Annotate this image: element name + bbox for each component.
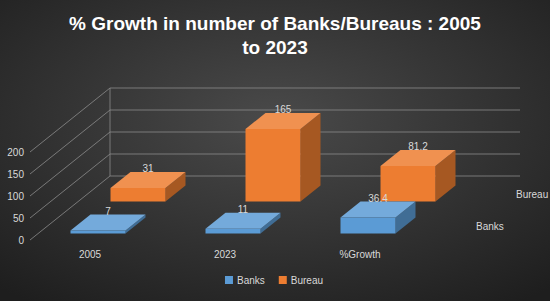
legend-swatch [279, 276, 287, 284]
depth-label: Bureau [516, 189, 548, 200]
bar [246, 113, 321, 202]
y-tick-label: 200 [7, 147, 24, 158]
bar-top [381, 150, 456, 166]
legend-swatch [225, 276, 233, 284]
bar-front [111, 188, 166, 202]
bar [111, 172, 186, 202]
legend-label: Banks [237, 275, 265, 286]
bar-front [206, 229, 261, 234]
bar-top [341, 202, 416, 218]
grid [30, 88, 520, 240]
bar-front [341, 218, 396, 234]
data-label: 81.2 [408, 141, 428, 152]
bar-top [246, 113, 321, 129]
legend-label: Bureau [291, 275, 323, 286]
data-label: 11 [238, 204, 249, 215]
bar-front [71, 231, 126, 234]
depth-label: Banks [476, 221, 504, 232]
bar-front [381, 166, 436, 202]
wall-edge [110, 88, 111, 176]
y-tick-label: 50 [13, 213, 25, 224]
data-label: 31 [142, 163, 154, 174]
bar-front [246, 129, 301, 202]
x-tick-label: 2005 [79, 249, 102, 260]
legend: Banks Bureau [225, 275, 323, 286]
y-tick-label: 0 [18, 235, 24, 246]
title-line: % Growth in number of Banks/Bureaus : 20… [69, 13, 481, 34]
bar [341, 202, 416, 234]
background [0, 0, 550, 301]
chart: % Growth in number of Banks/Bureaus : 20… [0, 0, 550, 301]
x-tick-label: 2023 [214, 249, 237, 260]
bars [71, 113, 456, 234]
data-labels: 31 165 81.2 7 11 36.4 [105, 104, 428, 217]
bar-top [206, 213, 281, 229]
bar [206, 213, 281, 234]
bar-top [111, 172, 186, 188]
title: % Growth in number of Banks/Bureaus : 20… [69, 13, 481, 58]
bar-top [71, 215, 146, 231]
data-label: 165 [275, 104, 292, 115]
y-tick-label: 100 [7, 191, 24, 202]
x-tick-label: %Growth [339, 249, 380, 260]
data-label: 36.4 [368, 193, 388, 204]
data-label: 7 [105, 206, 111, 217]
bar [71, 215, 146, 234]
title-line: to 2023 [242, 37, 307, 58]
bar [381, 150, 456, 202]
y-tick-label: 150 [7, 169, 24, 180]
